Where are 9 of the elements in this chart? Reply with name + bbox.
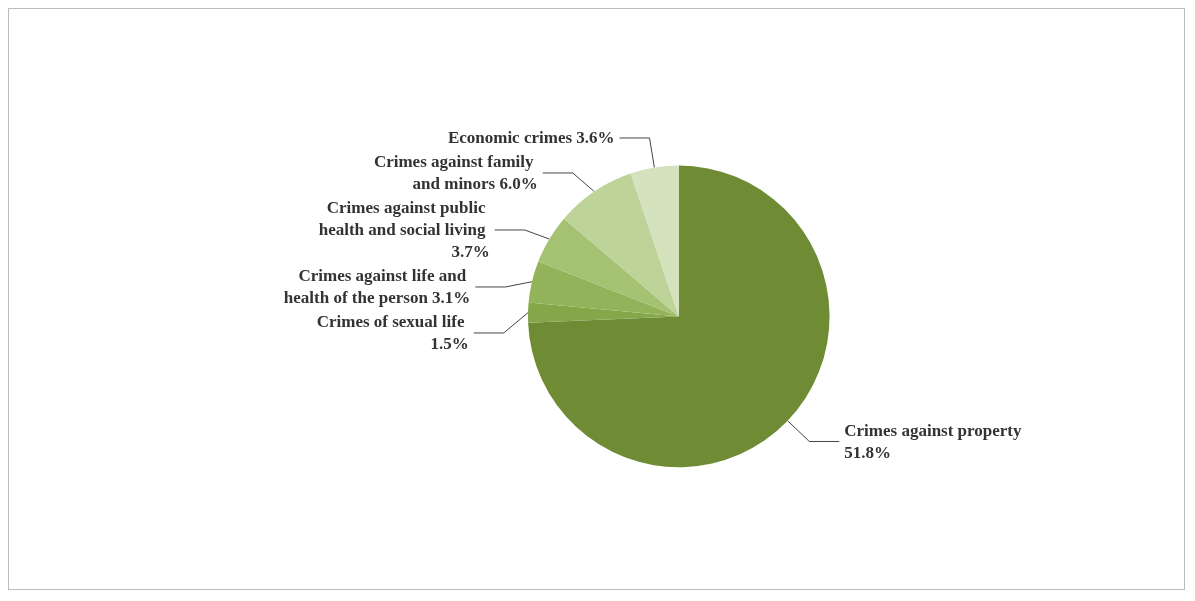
slice-label: Crimes of sexual life — [316, 312, 469, 332]
data-label: 1.5% — [430, 334, 469, 354]
data-label: 3.7% — [451, 242, 490, 262]
slice-label: Crimes against family and minors 6.0% — [373, 152, 538, 194]
slice-label: Economic crimes 3.6% — [447, 128, 615, 148]
slice-label: Crimes against public health and social living — [318, 198, 490, 240]
slice-label: Crimes against property — [844, 420, 1026, 440]
data-label: 51.8% — [844, 442, 892, 462]
slice-label: Crimes against life and health of the person 3.1% — [283, 266, 471, 308]
